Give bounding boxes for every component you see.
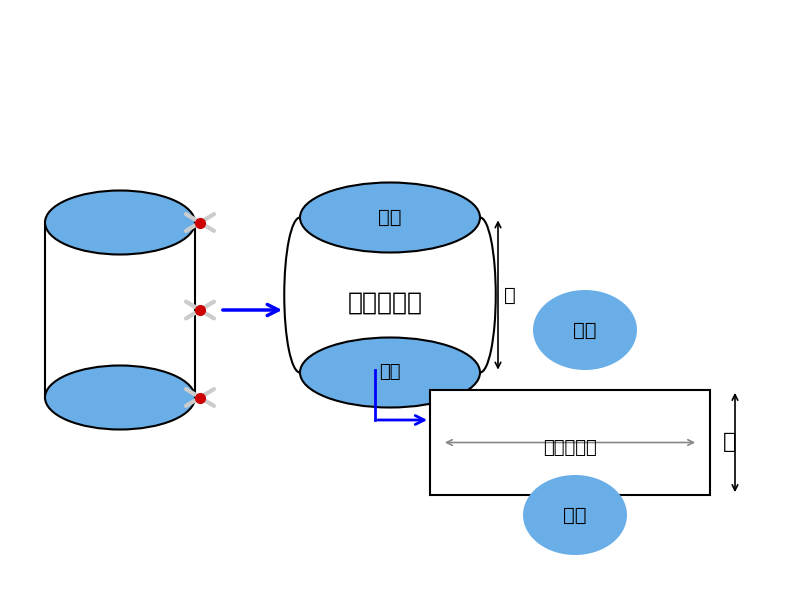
Ellipse shape xyxy=(45,191,195,254)
Ellipse shape xyxy=(533,290,637,370)
Text: 底面: 底面 xyxy=(573,321,597,340)
Text: 底面的周长: 底面的周长 xyxy=(348,291,422,315)
Ellipse shape xyxy=(523,475,627,555)
Ellipse shape xyxy=(300,182,480,253)
Polygon shape xyxy=(300,218,480,372)
Bar xyxy=(430,390,710,495)
Text: 底面的周长: 底面的周长 xyxy=(543,439,597,457)
Ellipse shape xyxy=(45,365,195,430)
Text: 高: 高 xyxy=(504,285,516,305)
Text: 底面: 底面 xyxy=(563,505,587,524)
Text: 底面: 底面 xyxy=(380,364,401,381)
Text: 高: 高 xyxy=(723,432,737,452)
Polygon shape xyxy=(45,222,195,398)
Ellipse shape xyxy=(300,337,480,408)
Text: 底面: 底面 xyxy=(378,208,402,227)
